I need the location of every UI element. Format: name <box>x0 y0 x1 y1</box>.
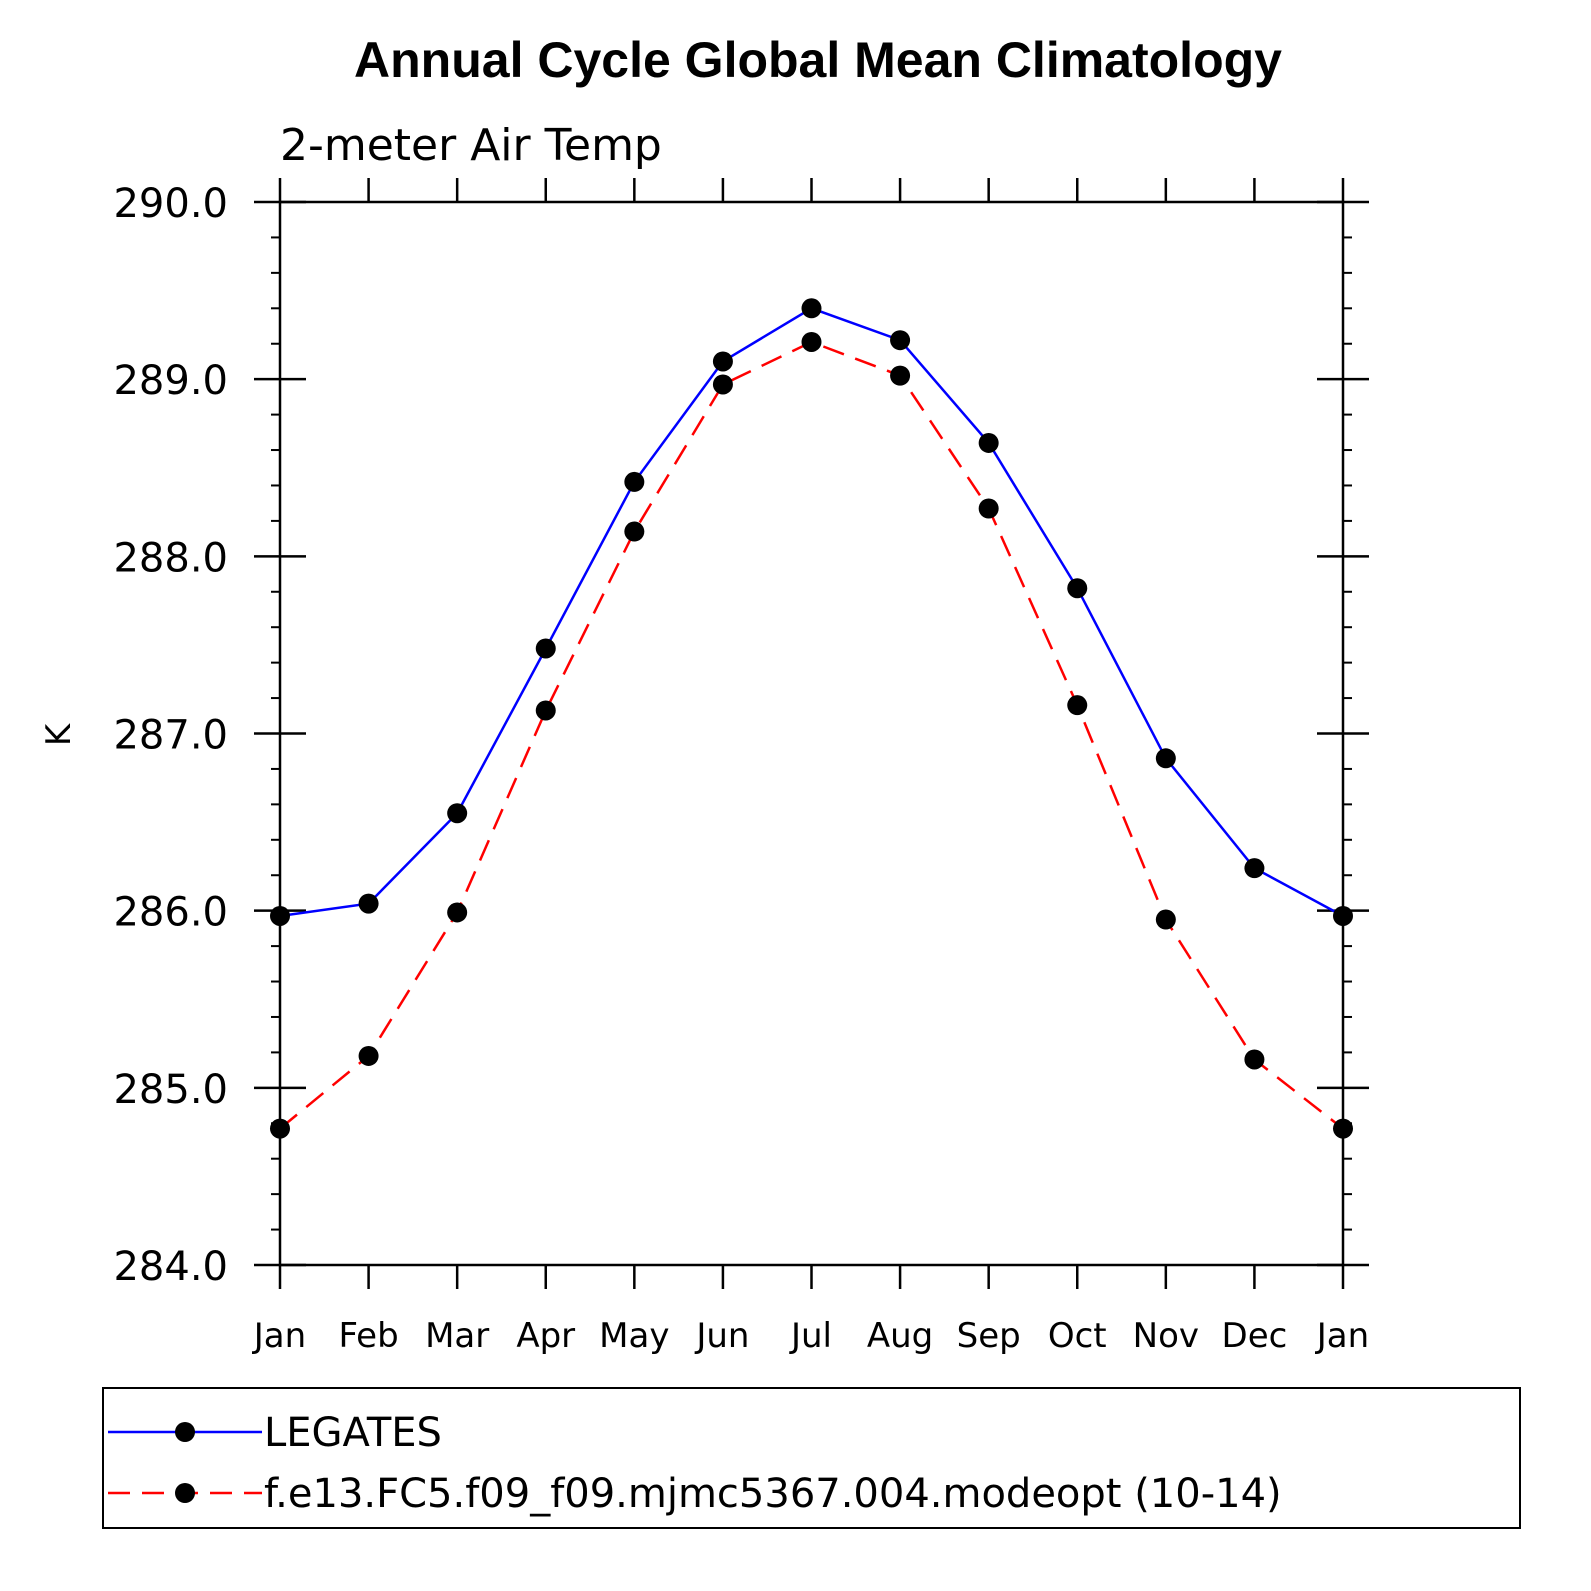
series-0-point <box>978 432 999 453</box>
y-tick-label: 286.0 <box>113 890 228 936</box>
legend: LEGATES f.e13.FC5.f09_f09.mjmc5367.004.mo… <box>108 1410 1282 1517</box>
legend-label-1: f.e13.FC5.f09_f09.mjmc5367.004.modeopt (… <box>264 1471 1282 1517</box>
series-1-point <box>712 374 733 395</box>
series-0-point <box>447 803 468 824</box>
x-tick-label: Jan <box>252 1316 306 1356</box>
series-0-point <box>535 638 556 659</box>
series-1-point <box>1333 1118 1353 1139</box>
x-tick-label: Aug <box>867 1316 933 1356</box>
series-0-point <box>1333 905 1353 926</box>
x-tick-labels: Jan Feb Mar Apr May Jun Jul Aug Sep Oct Nov Dec Jan <box>252 1316 1369 1356</box>
series-1-point <box>270 1118 290 1139</box>
x-tick-label: Dec <box>1222 1316 1288 1356</box>
series-1-point <box>1067 695 1088 716</box>
series-0-point <box>1067 578 1088 599</box>
series-0-point <box>1244 858 1265 879</box>
series-1-point <box>1244 1049 1265 1070</box>
x-tick-label: Jan <box>1315 1316 1369 1356</box>
legend-marker-1 <box>175 1483 195 1503</box>
x-tick-label: Apr <box>516 1316 575 1356</box>
series-1-point <box>978 498 999 519</box>
series-line-0 <box>279 306 1344 918</box>
y-tick-label: 287.0 <box>113 713 228 759</box>
series-1-point <box>624 521 645 542</box>
x-tick-label: Jun <box>694 1316 749 1356</box>
series-1-point <box>890 365 911 386</box>
y-tick-label: 289.0 <box>113 358 228 404</box>
plot-frame <box>278 200 1345 1267</box>
y-tick-label: 288.0 <box>113 535 228 581</box>
series-line-1 <box>279 340 1344 1130</box>
x-tick-label: Feb <box>338 1316 398 1356</box>
y-tick-label: 285.0 <box>113 1067 228 1113</box>
series-0-point <box>801 298 822 319</box>
series-1-point <box>358 1045 379 1066</box>
x-tick-label: May <box>599 1316 669 1356</box>
legend-label-0: LEGATES <box>264 1410 442 1456</box>
y-tick-label: 284.0 <box>113 1244 228 1290</box>
y-tick-label: 290.0 <box>113 181 228 227</box>
x-tick-label: Mar <box>425 1316 489 1356</box>
series-layer <box>270 298 1353 1139</box>
x-tick-label: Nov <box>1133 1316 1199 1356</box>
x-tick-label: Jul <box>789 1316 832 1356</box>
axis-ticks <box>254 178 1369 1289</box>
series-0-point <box>712 351 733 372</box>
y-axis-label: K <box>39 722 79 746</box>
legend-marker-0 <box>175 1422 195 1442</box>
x-tick-label: Oct <box>1048 1316 1107 1356</box>
series-1-point <box>801 331 822 352</box>
series-0-point <box>624 471 645 492</box>
series-0-point <box>1155 748 1176 769</box>
series-0-point <box>890 330 911 351</box>
chart-subtitle: 2-meter Air Temp <box>280 120 662 171</box>
series-1-point <box>447 902 468 923</box>
series-1-point <box>1155 909 1176 930</box>
legend-box <box>102 1387 1521 1529</box>
y-tick-labels: 284.0 285.0 286.0 287.0 288.0 289.0 290.0 <box>113 181 228 1290</box>
series-0-point <box>358 893 379 914</box>
x-tick-label: Sep <box>957 1316 1021 1356</box>
series-1-point <box>535 700 556 721</box>
series-0-point <box>270 905 290 926</box>
chart-title: Annual Cycle Global Mean Climatology <box>354 32 1282 88</box>
